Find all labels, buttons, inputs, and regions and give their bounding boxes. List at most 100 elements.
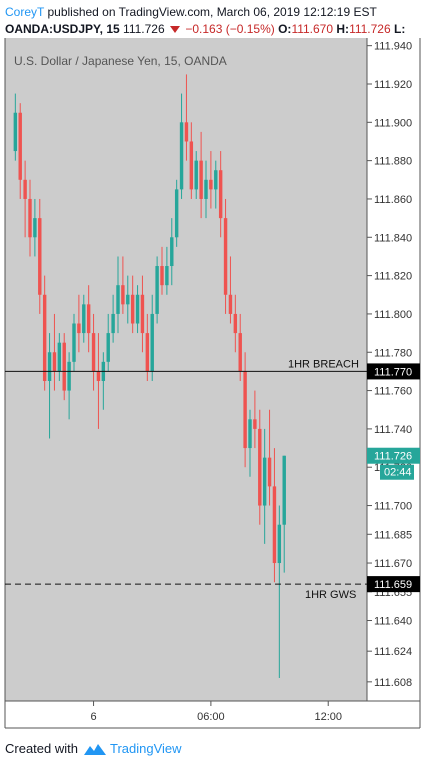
candle[interactable] (199, 131, 203, 219)
y-tick-label: 111.624 (374, 646, 412, 658)
candle-body (267, 457, 272, 487)
publish-info: published on TradingView.com, March 06, … (47, 5, 377, 19)
candle[interactable] (67, 352, 71, 420)
candle[interactable] (238, 313, 242, 381)
candle[interactable] (47, 333, 52, 439)
candle[interactable] (248, 409, 252, 477)
candle[interactable] (111, 294, 115, 343)
candle[interactable] (52, 313, 57, 391)
candle[interactable] (194, 151, 198, 199)
price-change: −0.163 (−0.15%) (185, 22, 275, 36)
candle[interactable] (38, 198, 42, 314)
candle[interactable] (184, 74, 189, 161)
candle-body (52, 352, 57, 372)
candle-body (96, 371, 101, 381)
candle[interactable] (126, 275, 130, 324)
y-tick-label: 111.700 (374, 501, 412, 513)
candle[interactable] (189, 122, 194, 199)
candle[interactable] (160, 246, 164, 295)
candle[interactable] (253, 390, 257, 449)
candle-body (150, 313, 154, 372)
candle-body (116, 285, 120, 314)
candle-body (218, 170, 223, 219)
candle[interactable] (106, 313, 110, 372)
candle[interactable] (23, 160, 27, 238)
candle-body (82, 304, 86, 334)
candle-body (248, 419, 252, 449)
candle-body (228, 294, 233, 314)
candle-body (282, 455, 286, 525)
down-triangle-icon (170, 26, 180, 34)
candle-body (121, 285, 125, 305)
author-link[interactable]: CoreyT (5, 5, 45, 19)
candle-body (170, 237, 174, 267)
candle-body (42, 294, 47, 381)
candle[interactable] (135, 285, 140, 334)
candle[interactable] (116, 256, 120, 334)
candle-body (38, 218, 42, 295)
candle[interactable] (272, 448, 277, 583)
y-tick-label: 111.920 (374, 79, 412, 91)
candle[interactable] (150, 294, 154, 381)
candle[interactable] (140, 275, 145, 353)
candle-body (214, 170, 218, 190)
candle[interactable] (218, 151, 223, 238)
candle-body (106, 333, 110, 362)
candle[interactable] (277, 505, 282, 679)
candle[interactable] (204, 160, 208, 219)
candle[interactable] (170, 218, 174, 286)
y-tick-label: 111.685 (374, 529, 412, 541)
candle[interactable] (96, 333, 101, 429)
candle-body (62, 342, 66, 391)
x-tick-label: 12:00 (314, 711, 342, 723)
candlestick-chart[interactable]: U.S. Dollar / Japanese Yen, 15, OANDA 11… (0, 38, 428, 730)
candle-body (262, 457, 267, 506)
hline-price-tag (367, 363, 420, 380)
candle[interactable] (57, 333, 62, 381)
y-tick-label: 111.780 (374, 347, 412, 359)
candle[interactable] (262, 428, 267, 544)
last-price-label: 111.726 (374, 451, 412, 463)
last-price-tag (367, 447, 420, 464)
candle[interactable] (82, 294, 86, 343)
tradingview-brand[interactable]: TradingView (109, 741, 182, 756)
candle[interactable] (174, 179, 179, 247)
candle[interactable] (282, 455, 286, 573)
candle[interactable] (258, 409, 262, 525)
candle[interactable] (77, 294, 81, 353)
candle[interactable] (86, 285, 91, 353)
candle-body (238, 333, 242, 372)
candle[interactable] (18, 103, 22, 199)
candle[interactable] (228, 256, 233, 324)
candle[interactable] (145, 313, 150, 381)
y-tick-label: 111.900 (374, 117, 412, 129)
candle[interactable] (165, 246, 169, 295)
symbol-line: OANDA:USDJPY, 15 111.726 −0.163 (−0.15%)… (5, 22, 405, 36)
candle-body (194, 160, 198, 190)
candle[interactable] (33, 198, 37, 257)
candle-body (204, 179, 208, 199)
candle[interactable] (13, 93, 18, 161)
candle[interactable] (91, 313, 96, 391)
candle-body (23, 179, 27, 199)
candle[interactable] (267, 409, 272, 506)
candle[interactable] (223, 198, 228, 314)
candle[interactable] (155, 256, 159, 324)
candle[interactable] (28, 179, 32, 257)
candle-body (111, 313, 115, 334)
candle[interactable] (72, 313, 76, 372)
y-tick-label: 111.740 (374, 424, 412, 436)
y-tick-label: 111.820 (374, 271, 412, 283)
candle-body (57, 342, 62, 372)
candle[interactable] (209, 151, 213, 209)
y-tick-label: 111.640 (374, 616, 412, 628)
candle[interactable] (62, 333, 66, 401)
candle[interactable] (130, 275, 135, 334)
candle[interactable] (233, 294, 238, 353)
candle[interactable] (214, 160, 218, 209)
hline-price-label: 111.659 (374, 579, 412, 591)
candle[interactable] (179, 93, 184, 199)
candle-body (165, 266, 169, 286)
candle-body (184, 122, 189, 142)
candle[interactable] (121, 256, 125, 314)
